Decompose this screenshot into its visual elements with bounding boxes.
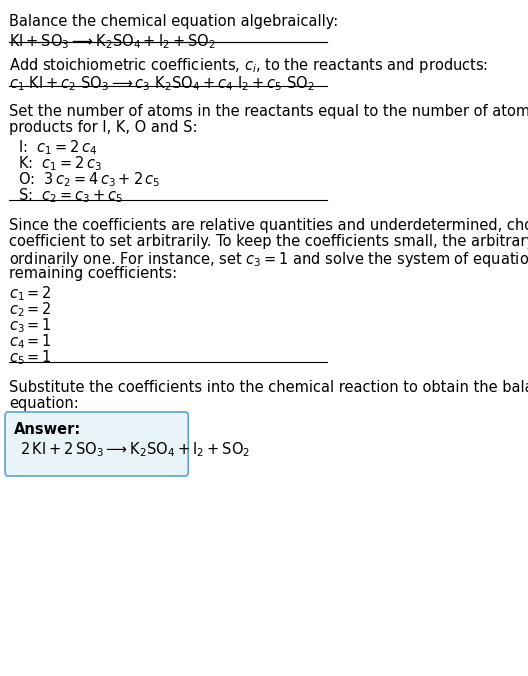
Text: $c_4 = 1$: $c_4 = 1$ [9,332,52,351]
Text: Add stoichiometric coefficients, $c_i$, to the reactants and products:: Add stoichiometric coefficients, $c_i$, … [9,56,488,75]
Text: K:  $c_1 = 2\,c_3$: K: $c_1 = 2\,c_3$ [18,154,102,172]
Text: S:  $c_2 = c_3 + c_5$: S: $c_2 = c_3 + c_5$ [18,186,123,205]
Text: $c_1\ \mathrm{KI} + c_2\ \mathrm{SO_3} \longrightarrow c_3\ \mathrm{K_2SO_4} + c: $c_1\ \mathrm{KI} + c_2\ \mathrm{SO_3} \… [9,74,314,93]
Text: $c_5 = 1$: $c_5 = 1$ [9,348,52,366]
Text: $c_1 = 2$: $c_1 = 2$ [9,284,52,303]
Text: Set the number of atoms in the reactants equal to the number of atoms in the: Set the number of atoms in the reactants… [9,104,528,119]
Text: $\mathrm{2\,KI + 2\,SO_3 \longrightarrow K_2SO_4 + I_2 + SO_2}$: $\mathrm{2\,KI + 2\,SO_3 \longrightarrow… [21,440,250,459]
Text: $\mathrm{KI + SO_3 \longrightarrow K_2SO_4 + I_2 + SO_2}$: $\mathrm{KI + SO_3 \longrightarrow K_2SO… [9,32,215,51]
Text: I:  $c_1 = 2\,c_4$: I: $c_1 = 2\,c_4$ [18,138,97,157]
Text: $c_3 = 1$: $c_3 = 1$ [9,316,52,335]
Text: products for I, K, O and S:: products for I, K, O and S: [9,120,197,135]
Text: $c_2 = 2$: $c_2 = 2$ [9,300,52,318]
Text: O:  $3\,c_2 = 4\,c_3 + 2\,c_5$: O: $3\,c_2 = 4\,c_3 + 2\,c_5$ [18,170,160,189]
Text: remaining coefficients:: remaining coefficients: [9,266,177,281]
Text: Answer:: Answer: [14,422,81,437]
Text: coefficient to set arbitrarily. To keep the coefficients small, the arbitrary va: coefficient to set arbitrarily. To keep … [9,234,528,249]
FancyBboxPatch shape [5,412,188,476]
Text: Substitute the coefficients into the chemical reaction to obtain the balanced: Substitute the coefficients into the che… [9,380,528,395]
Text: Balance the chemical equation algebraically:: Balance the chemical equation algebraica… [9,14,338,29]
Text: equation:: equation: [9,396,79,411]
Text: ordinarily one. For instance, set $c_3 = 1$ and solve the system of equations fo: ordinarily one. For instance, set $c_3 =… [9,250,528,269]
Text: Since the coefficients are relative quantities and underdetermined, choose a: Since the coefficients are relative quan… [9,218,528,233]
